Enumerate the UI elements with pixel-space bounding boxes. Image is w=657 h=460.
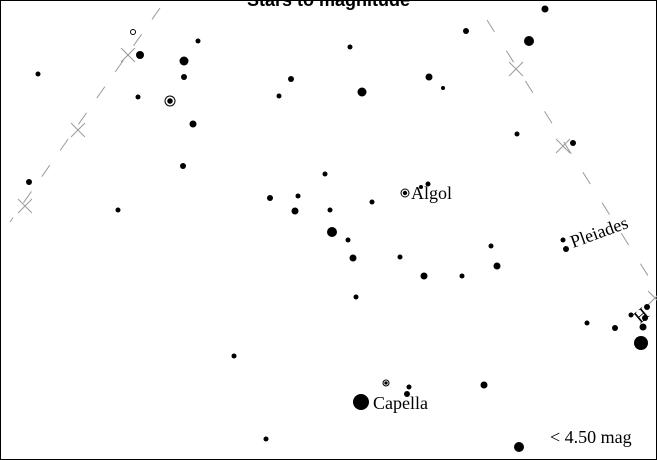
- star-9: [288, 76, 294, 82]
- star-45: [639, 323, 647, 331]
- star-11: [441, 86, 445, 90]
- star-40: [644, 304, 650, 310]
- star-50: [480, 381, 488, 389]
- star-10: [425, 73, 433, 81]
- star-18: [180, 163, 186, 169]
- magnitude-limit-label: < 4.50 mag: [550, 427, 632, 447]
- star-5: [136, 51, 144, 59]
- grid-line-right: [486, 19, 657, 291]
- star-6: [179, 56, 189, 66]
- grid-cross-3: [508, 61, 524, 77]
- star-36: [493, 262, 501, 270]
- star-42: [642, 315, 648, 321]
- star-0: [541, 5, 549, 13]
- star-37: [420, 272, 428, 280]
- grid-cross-1: [70, 122, 86, 138]
- star-17: [570, 140, 576, 146]
- star-26: [291, 207, 299, 215]
- label-algol: Algol: [411, 183, 452, 203]
- label-capella: Capella: [373, 393, 428, 413]
- star-38: [459, 273, 465, 279]
- star-27: [115, 207, 121, 213]
- grid-cross-4: [555, 138, 571, 154]
- star-52: [263, 436, 269, 442]
- grid-crosses: [17, 47, 657, 306]
- star-15: [189, 120, 197, 128]
- star-32: [563, 246, 569, 252]
- star-28: [327, 207, 333, 213]
- star-34: [349, 254, 357, 262]
- star-35: [397, 254, 403, 260]
- star-30: [345, 237, 351, 243]
- star-33: [488, 243, 494, 249]
- star-14: [135, 94, 141, 100]
- star-53: [514, 442, 524, 452]
- star-39: [353, 294, 359, 300]
- star-23: [295, 193, 301, 199]
- star-48: [406, 384, 412, 390]
- star-3: [347, 44, 353, 50]
- stars: [26, 5, 650, 452]
- star-46: [634, 336, 648, 350]
- star-43: [584, 320, 590, 326]
- grid-cross-2: [17, 198, 33, 214]
- star-20: [322, 171, 328, 177]
- variable-star-0: [164, 95, 176, 107]
- variable-star-1: [400, 188, 410, 198]
- star-25: [369, 199, 375, 205]
- star-1: [463, 28, 469, 34]
- star-29: [327, 227, 337, 237]
- star-4: [195, 38, 201, 44]
- star-51: [353, 394, 369, 410]
- chart-title: Stars to magnitude: [246, 0, 411, 10]
- star-8: [181, 74, 187, 80]
- star-24: [267, 195, 273, 201]
- star-19: [26, 179, 32, 185]
- star-21: [419, 185, 423, 189]
- star-16: [514, 131, 520, 137]
- grid-line-left: [9, 7, 161, 223]
- star-47: [231, 353, 237, 359]
- star-41: [628, 312, 634, 318]
- star-2: [524, 36, 534, 46]
- star-22: [425, 181, 431, 187]
- star-31: [560, 237, 566, 243]
- grid-cross-0: [120, 47, 136, 63]
- star-44: [612, 325, 618, 331]
- grid-cross-5: [647, 290, 657, 306]
- star-12: [357, 87, 367, 97]
- star-13: [276, 93, 282, 99]
- hollow-star-0: [130, 29, 136, 35]
- star-49: [404, 391, 410, 397]
- label-pleiades: Pleiades: [568, 212, 631, 251]
- coordinate-grid: [9, 7, 657, 291]
- star-7: [35, 71, 41, 77]
- variable-star-2: [382, 379, 390, 387]
